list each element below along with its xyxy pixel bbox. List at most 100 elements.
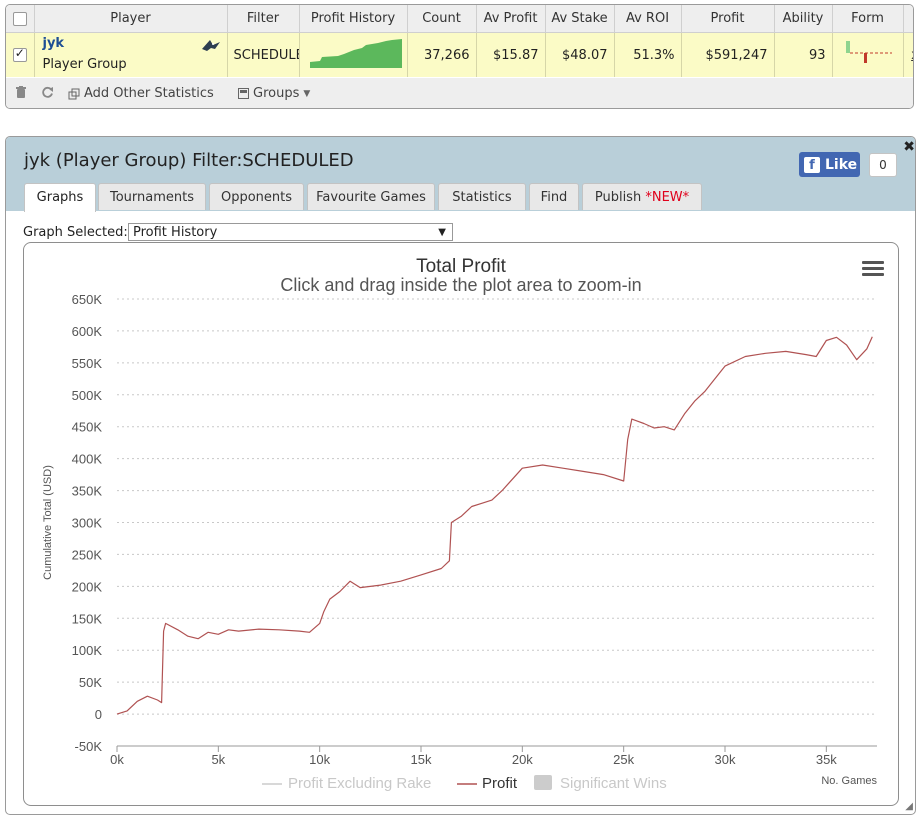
x-tick-label: 0k <box>110 752 124 767</box>
x-tick-label: 25k <box>613 752 634 767</box>
add-other-statistics-label: Add Other Statistics <box>84 86 214 101</box>
facebook-like-label: Like <box>825 156 858 173</box>
chart-container[interactable]: Total Profit Click and drag inside the pl… <box>23 242 899 806</box>
trash-icon[interactable] <box>15 86 27 99</box>
count-cell: 37,266 <box>407 32 477 77</box>
x-tick-label: 15k <box>411 752 432 767</box>
graph-selected-label: Graph Selected: <box>23 225 128 240</box>
chart-title: Total Profit <box>416 256 506 277</box>
legend-item-significant-wins: Significant Wins <box>560 775 667 792</box>
tab-opponents[interactable]: Opponents <box>209 183 304 210</box>
add-other-statistics-button[interactable]: Add Other Statistics <box>68 86 214 101</box>
stats-toolbar: Add Other Statistics Groups ▼ <box>6 78 913 108</box>
filter-cell: SCHEDULE <box>227 32 300 77</box>
row-checkbox[interactable] <box>6 32 35 77</box>
form-chart <box>845 41 892 63</box>
y-tick-label: -50K <box>75 739 103 754</box>
y-tick-label: 100K <box>72 643 103 658</box>
series-line-profit <box>116 336 873 715</box>
tab-tournaments[interactable]: Tournaments <box>98 183 206 210</box>
col-header-count[interactable]: Count <box>407 5 477 33</box>
new-badge: *NEW* <box>645 190 690 205</box>
x-tick-label: 35k <box>816 752 837 767</box>
player-name-link[interactable]: jyk <box>42 36 65 51</box>
y-tick-label: 200K <box>72 579 103 594</box>
y-tick-label: 150K <box>72 611 103 626</box>
facebook-icon: f <box>804 156 820 173</box>
y-tick-label: 450K <box>72 420 103 435</box>
x-axis-title: No. Games <box>821 775 877 787</box>
col-header-profit-history[interactable]: Profit History <box>299 5 408 33</box>
chart-menu-icon-bar-0 <box>862 261 884 264</box>
graph-select-value: Profit History <box>133 225 218 240</box>
ability-cell: 93 <box>774 32 833 77</box>
col-header-av-stake[interactable]: Av Stake <box>545 5 615 33</box>
legend-item-profit: Profit <box>482 775 518 792</box>
col-header-av-roi[interactable]: Av ROI <box>614 5 682 33</box>
col-header-empty <box>903 5 913 33</box>
x-tick-label: 30k <box>715 752 736 767</box>
chart-menu-icon-bar-1 <box>862 267 884 270</box>
graph-panel: jyk (Player Group) Filter:SCHEDULED ✖ f … <box>5 136 916 815</box>
profit-cell: $591,247 <box>681 32 775 77</box>
legend-symbol-significant-wins <box>534 775 552 790</box>
stats-table: Player Filter Profit History Count Av Pr… <box>6 5 913 77</box>
chart-menu-icon-bar-2 <box>862 273 884 276</box>
y-tick-label: 300K <box>72 516 103 531</box>
resize-handle-icon[interactable]: ◢ <box>905 801 913 812</box>
x-tick-label: 5k <box>211 752 225 767</box>
tab-find[interactable]: Find <box>529 183 579 210</box>
y-tick-label: 500K <box>72 388 103 403</box>
close-icon[interactable]: ✖ <box>903 139 915 155</box>
tab-publish[interactable]: Publish *NEW* <box>582 183 702 210</box>
x-tick-label: 10k <box>309 752 330 767</box>
facebook-like-count: 0 <box>869 153 897 177</box>
chart-subtitle: Click and drag inside the plot area to z… <box>280 275 641 295</box>
tab-publish-label: Publish <box>594 190 642 205</box>
stats-panel: Player Filter Profit History Count Av Pr… <box>5 4 914 109</box>
av-profit-cell: $15.87 <box>476 32 546 77</box>
graph-panel-header: jyk (Player Group) Filter:SCHEDULED ✖ f … <box>6 137 915 212</box>
facebook-like-button[interactable]: f Like <box>799 152 860 177</box>
av-roi-cell: 51.3% <box>614 32 682 77</box>
graph-panel-title: jyk (Player Group) Filter:SCHEDULED <box>24 150 354 171</box>
table-row: jyk Player Group SCHEDULE 37,266 $15.87 … <box>6 32 913 77</box>
table-header-row: Player Filter Profit History Count Av Pr… <box>6 5 913 33</box>
player-group-label: Player Group <box>42 57 127 72</box>
y-tick-label: 50K <box>79 675 102 690</box>
col-header-profit[interactable]: Profit <box>681 5 775 33</box>
legend-item-profit-excluding-rake: Profit Excluding Rake <box>288 775 431 792</box>
groups-label: Groups <box>253 86 300 101</box>
player-cell: jyk Player Group <box>34 32 228 77</box>
y-tick-label: 400K <box>72 452 103 467</box>
profit-history-sparkline <box>299 32 408 77</box>
groups-icon <box>238 88 249 99</box>
tab-graphs[interactable]: Graphs <box>24 183 96 212</box>
tab-favourite-games[interactable]: Favourite Games <box>307 183 435 210</box>
x-tick-label: 20k <box>512 752 533 767</box>
form-sparkline <box>832 32 904 77</box>
col-header-filter[interactable]: Filter <box>227 5 300 33</box>
y-tick-label: 550K <box>72 356 103 371</box>
col-header-form[interactable]: Form <box>832 5 904 33</box>
tab-statistics[interactable]: Statistics <box>438 183 526 210</box>
chevron-down-icon: ▼ <box>303 88 311 99</box>
sparkline-chart <box>309 39 402 68</box>
y-axis-title: Cumulative Total (USD) <box>42 465 54 580</box>
shark-icon <box>201 37 221 57</box>
dropdown-arrow-icon: ▼ <box>438 227 446 238</box>
remove-row-label[interactable]: x <box>911 48 913 63</box>
y-tick-label: 650K <box>72 292 103 307</box>
groups-dropdown[interactable]: Groups ▼ <box>238 86 310 101</box>
graph-select-dropdown[interactable]: Profit History ▼ <box>128 223 453 241</box>
col-header-player[interactable]: Player <box>34 5 228 33</box>
y-tick-label: 350K <box>72 484 103 499</box>
refresh-icon[interactable] <box>41 86 54 99</box>
col-header-av-profit[interactable]: Av Profit <box>476 5 546 33</box>
col-header-ability[interactable]: Ability <box>774 5 833 33</box>
external-window-icon <box>68 88 80 99</box>
select-all-checkbox[interactable] <box>6 5 35 33</box>
av-stake-cell: $48.07 <box>545 32 615 77</box>
remove-row-link[interactable]: x <box>903 32 913 77</box>
